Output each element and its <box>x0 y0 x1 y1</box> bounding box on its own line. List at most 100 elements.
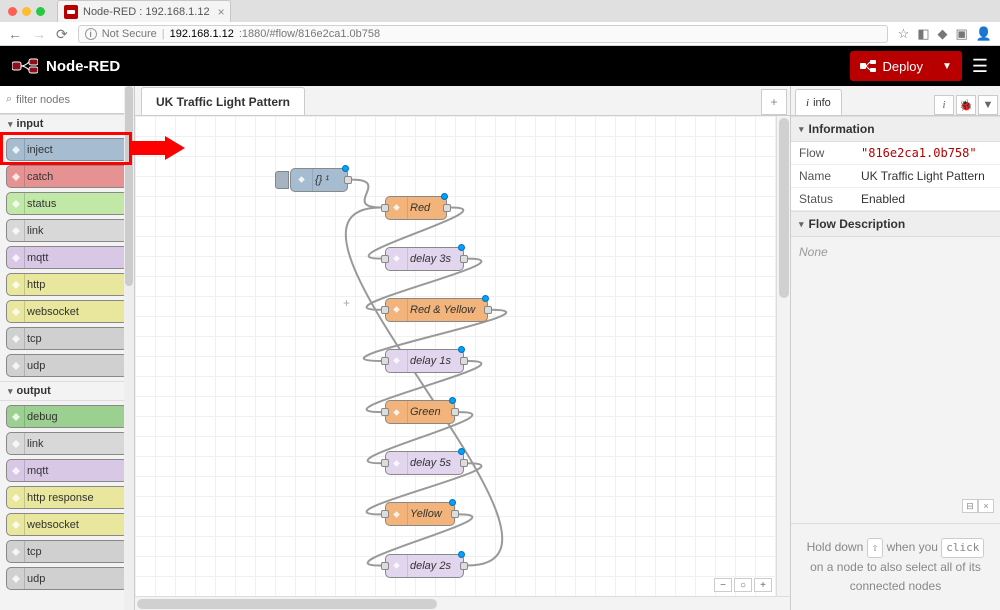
minimize-window-icon[interactable] <box>22 7 31 16</box>
node-output-port[interactable] <box>443 204 451 212</box>
palette-node-udp[interactable]: udp <box>6 354 128 377</box>
info-tab[interactable]: i info <box>795 89 842 115</box>
sidebar-tabs: i info i 🐞 ▼ <box>791 86 1000 116</box>
palette-node-link[interactable]: link <box>6 219 128 242</box>
chevron-down-icon: ▾ <box>8 119 13 130</box>
extension-icon[interactable]: ◆ <box>938 26 948 42</box>
deploy-label: Deploy <box>882 59 922 74</box>
node-input-port[interactable] <box>381 408 389 416</box>
flow-node-n0[interactable]: {} ¹ <box>290 168 348 192</box>
node-input-port[interactable] <box>381 204 389 212</box>
address-bar[interactable]: i Not Secure | 192.168.1.12:1880/#flow/8… <box>78 25 888 43</box>
palette-node-tcp[interactable]: tcp <box>6 327 128 350</box>
sidebar-info-button[interactable]: i <box>934 95 954 115</box>
browser-tab[interactable]: Node-RED : 192.168.1.12 × <box>57 0 231 22</box>
node-input-port[interactable] <box>381 357 389 365</box>
palette-node-mqtt[interactable]: mqtt <box>6 459 128 482</box>
node-output-port[interactable] <box>460 562 468 570</box>
palette-node-catch[interactable]: catch <box>6 165 128 188</box>
palette-node-mqtt[interactable]: mqtt <box>6 246 128 269</box>
cast-icon[interactable]: ▣ <box>956 26 968 42</box>
palette-node-websocket[interactable]: websocket <box>6 513 128 536</box>
profile-icon[interactable]: 👤 <box>976 26 992 42</box>
palette-node-udp[interactable]: udp <box>6 567 128 590</box>
back-icon[interactable]: ← <box>8 26 22 43</box>
app-title: Node-RED <box>46 58 120 75</box>
section-information-label: Information <box>809 122 875 136</box>
flow-canvas[interactable]: {} ¹ Red delay 3s Red & Yellow delay 1s Green… <box>135 116 790 596</box>
flow-node-n6[interactable]: delay 5s <box>385 451 464 475</box>
section-description[interactable]: ▾ Flow Description <box>791 211 1000 237</box>
node-output-port[interactable] <box>451 408 459 416</box>
info-icon[interactable]: i <box>85 28 97 40</box>
node-output-port[interactable] <box>451 510 459 518</box>
inject-trigger-button[interactable] <box>275 171 289 189</box>
tip-collapse-button[interactable]: ⊟ <box>962 499 978 513</box>
deploy-button[interactable]: Deploy ▼ <box>850 51 961 81</box>
palette-node-label: mqtt <box>27 252 48 264</box>
palette-node-tcp[interactable]: tcp <box>6 540 128 563</box>
flow-node-n8[interactable]: delay 2s <box>385 554 464 578</box>
zoom-in-button[interactable]: + <box>754 578 772 592</box>
palette-node-http[interactable]: http <box>6 273 128 296</box>
flow-node-n5[interactable]: Green <box>385 400 455 424</box>
palette-node-label: websocket <box>27 306 79 318</box>
flow-tab[interactable]: UK Traffic Light Pattern <box>141 87 305 115</box>
reload-icon[interactable]: ⟳ <box>56 26 68 43</box>
zoom-out-button[interactable]: − <box>714 578 732 592</box>
add-flow-button[interactable]: + <box>761 89 787 115</box>
node-type-icon <box>7 541 25 562</box>
node-input-port[interactable] <box>381 459 389 467</box>
workspace-tabs: UK Traffic Light Pattern + <box>135 86 790 116</box>
maximize-window-icon[interactable] <box>36 7 45 16</box>
node-input-port[interactable] <box>381 562 389 570</box>
tip-close-button[interactable]: × <box>978 499 994 513</box>
flow-node-n4[interactable]: delay 1s <box>385 349 464 373</box>
palette-search[interactable]: ⌕ <box>0 86 134 114</box>
palette-node-websocket[interactable]: websocket <box>6 300 128 323</box>
flow-node-n7[interactable]: Yellow <box>385 502 455 526</box>
extension-icon[interactable]: ◧ <box>917 26 929 42</box>
close-window-icon[interactable] <box>8 7 17 16</box>
node-output-port[interactable] <box>460 459 468 467</box>
click-key-icon: click <box>941 538 984 558</box>
canvas-scrollbar-horizontal[interactable] <box>135 596 790 610</box>
row-status-value: Enabled <box>853 188 1000 210</box>
sidebar-debug-button[interactable]: 🐞 <box>956 95 976 115</box>
tab-title: Node-RED : 192.168.1.12 <box>83 6 210 18</box>
palette-node-status[interactable]: status <box>6 192 128 215</box>
deploy-dropdown-icon[interactable]: ▼ <box>933 61 952 72</box>
node-output-port[interactable] <box>484 306 492 314</box>
palette-filter-input[interactable] <box>16 94 135 106</box>
palette-category-input[interactable]: ▾input <box>0 114 134 134</box>
window-controls[interactable] <box>0 7 53 16</box>
zoom-reset-button[interactable]: ○ <box>734 578 752 592</box>
sidebar-menu-button[interactable]: ▼ <box>978 95 998 115</box>
bookmark-icon[interactable]: ☆ <box>898 26 910 42</box>
canvas-footer-controls[interactable]: − ○ + <box>712 576 774 594</box>
forward-icon[interactable]: → <box>32 26 46 43</box>
palette-node-debug[interactable]: debug <box>6 405 128 428</box>
palette-category-output[interactable]: ▾output <box>0 381 134 401</box>
node-output-port[interactable] <box>460 357 468 365</box>
section-information[interactable]: ▾ Information <box>791 116 1000 142</box>
node-input-port[interactable] <box>381 510 389 518</box>
node-output-port[interactable] <box>460 255 468 263</box>
close-tab-icon[interactable]: × <box>218 5 225 19</box>
palette-node-inject[interactable]: inject <box>6 138 128 161</box>
hamburger-menu-icon[interactable]: ☰ <box>972 56 988 77</box>
search-icon: ⌕ <box>6 93 12 106</box>
flow-node-label: delay 5s <box>410 457 451 469</box>
flow-node-label: Red <box>410 202 430 214</box>
node-input-port[interactable] <box>381 306 389 314</box>
flow-node-n2[interactable]: delay 3s <box>385 247 464 271</box>
flow-node-n3[interactable]: Red & Yellow <box>385 298 488 322</box>
palette-node-http-response[interactable]: http response <box>6 486 128 509</box>
description-body: None <box>791 237 1000 523</box>
node-type-icon <box>386 555 408 577</box>
canvas-scrollbar-vertical[interactable] <box>776 116 790 596</box>
node-input-port[interactable] <box>381 255 389 263</box>
node-output-port[interactable] <box>344 176 352 184</box>
palette-node-link[interactable]: link <box>6 432 128 455</box>
flow-node-n1[interactable]: Red <box>385 196 447 220</box>
